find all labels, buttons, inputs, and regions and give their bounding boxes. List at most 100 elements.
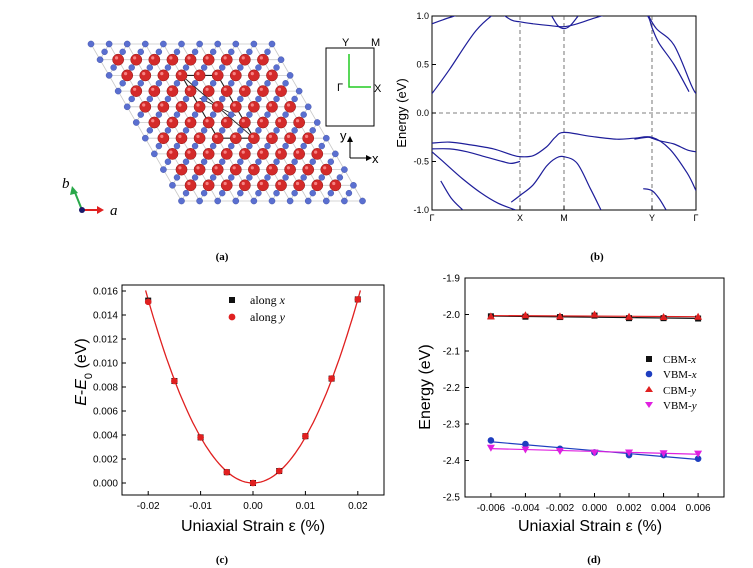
large-atom	[229, 100, 242, 113]
panel-b-ticks: 1.00.50.0-0.5-1.0Γ X M Y Γ	[413, 11, 698, 223]
atom-highlight	[187, 56, 191, 60]
small-atom	[191, 111, 199, 118]
atom-highlight	[259, 87, 263, 91]
large-atom	[148, 53, 161, 66]
large-atom	[166, 148, 179, 160]
bz-label-gamma: Γ	[337, 82, 343, 94]
small-atom	[214, 40, 221, 48]
atom-highlight	[160, 134, 164, 138]
small-atom	[228, 111, 235, 118]
panel-c-y-axis-label: E-E0 (eV)	[73, 338, 95, 405]
band-line	[432, 148, 521, 165]
small-atom	[191, 142, 199, 150]
small-atom	[255, 127, 262, 134]
small-atom	[255, 95, 262, 103]
small-atom	[309, 189, 316, 197]
small-atom	[87, 40, 95, 48]
small-atom	[273, 158, 280, 165]
large-atom	[202, 116, 215, 129]
small-atom	[291, 127, 298, 134]
atom-highlight	[169, 56, 173, 60]
small-atom	[141, 40, 149, 48]
atom-highlight	[151, 87, 155, 91]
large-atom	[311, 148, 324, 160]
data-point-along-y	[144, 298, 152, 306]
large-atom	[229, 69, 242, 82]
small-atom	[200, 64, 208, 71]
small-atom	[219, 127, 226, 134]
atom-highlight	[178, 72, 182, 76]
large-atom	[175, 69, 188, 82]
data-point-along-y	[354, 296, 362, 303]
atom-highlight	[151, 119, 155, 123]
atom-highlight	[196, 134, 200, 138]
large-atom	[293, 179, 305, 192]
small-atom	[123, 40, 131, 48]
data-point-CBM-y	[590, 310, 599, 318]
band-line	[432, 16, 457, 25]
small-atom	[173, 80, 181, 87]
large-atom	[166, 85, 179, 97]
y-tick-label: -2.4	[443, 456, 461, 467]
large-atom	[257, 148, 269, 160]
large-atom	[130, 53, 143, 66]
atom-highlight	[205, 87, 209, 91]
small-atom	[291, 189, 298, 197]
atom-highlight	[178, 134, 182, 138]
small-atom	[146, 127, 154, 134]
k-point-label: Γ	[694, 213, 699, 223]
large-atom	[248, 132, 260, 145]
atom-highlight	[196, 72, 200, 76]
small-atom	[196, 40, 203, 48]
large-atom	[257, 116, 269, 129]
atom-highlight	[241, 87, 245, 91]
small-atom	[132, 119, 140, 126]
y-tick-label: 0.002	[93, 455, 118, 466]
small-atom	[164, 158, 172, 165]
small-atom	[300, 142, 307, 150]
small-atom	[155, 48, 163, 56]
atom-highlight	[286, 166, 291, 170]
large-atom	[211, 132, 224, 145]
small-atom	[286, 197, 294, 205]
small-atom	[173, 174, 181, 181]
small-atom	[96, 56, 104, 64]
small-atom	[123, 103, 131, 111]
large-atom	[266, 163, 278, 176]
small-atom	[246, 48, 253, 56]
large-atom	[184, 85, 197, 97]
panel-d-band-edges: -0.006 -0.004 -0.002 0.000 0.002 0.004 0.006 -1…	[417, 274, 725, 566]
data-point-VBM-y	[625, 449, 634, 457]
data-point-VBM-x	[487, 437, 495, 444]
atom-highlight	[214, 134, 218, 138]
data-point-CBM-y	[694, 312, 703, 320]
atom-highlight	[214, 166, 218, 170]
small-atom	[295, 87, 303, 95]
small-atom	[209, 174, 217, 181]
x-tick-label: 0.02	[348, 501, 368, 512]
x-tick-label: 0.000	[582, 503, 607, 514]
large-atom	[157, 100, 170, 113]
large-atom	[266, 132, 278, 145]
bz-label-m: M	[371, 37, 380, 49]
small-atom	[196, 197, 203, 205]
atom-highlight	[250, 134, 254, 138]
frame-y-arrowhead	[347, 136, 353, 142]
small-atom	[178, 40, 185, 48]
y-tick-label: -1.0	[413, 205, 429, 215]
large-atom	[184, 179, 197, 192]
large-atom	[239, 116, 251, 129]
legend-marker-along-x	[229, 297, 235, 303]
panel-c-legend: along x along y	[228, 293, 286, 324]
data-point-VBM-y	[590, 449, 599, 457]
large-atom	[257, 53, 269, 66]
band-line	[551, 16, 579, 30]
small-atom	[291, 95, 298, 103]
y-tick-label: 0.016	[93, 287, 118, 298]
x-tick-label: -0.01	[189, 501, 212, 512]
atom-highlight	[277, 181, 282, 186]
atom-highlight	[232, 166, 236, 170]
panel-b-band-structure: 1.00.50.0-0.5-1.0Γ X M Y Γ Energy (eV) (b)	[394, 11, 699, 263]
large-atom	[148, 85, 161, 97]
atom-highlight	[314, 181, 318, 186]
